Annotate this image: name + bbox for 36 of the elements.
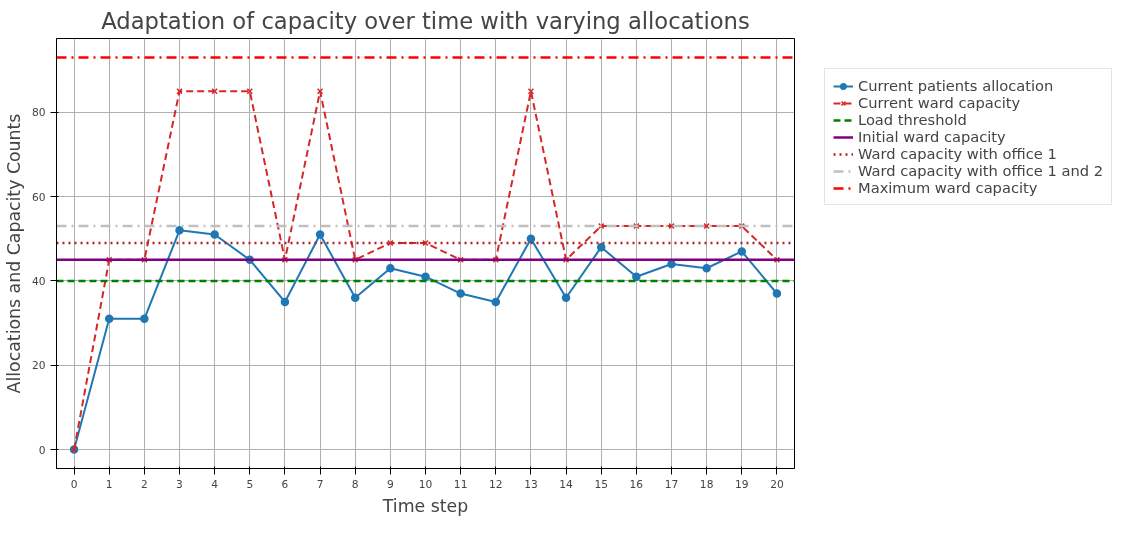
x-tick-label: 16 (629, 477, 644, 491)
x-tick-label: 14 (559, 477, 574, 491)
x-tick-label: 13 (524, 477, 538, 491)
legend-label: Current ward capacity (858, 94, 1021, 111)
legend-label: Load threshold (858, 111, 967, 128)
x-tick-label: 11 (453, 477, 468, 491)
x-tick-label: 6 (281, 477, 289, 491)
x-tick-label: 18 (699, 477, 714, 491)
x-tick-label: 7 (316, 477, 324, 491)
x-tick-label: 9 (386, 477, 394, 491)
x-tick-label: 15 (594, 477, 608, 491)
y-tick-label: 60 (31, 190, 46, 204)
x-tick-label: 4 (211, 477, 219, 491)
y-axis-title: Allocations and Capacity Counts (3, 113, 24, 394)
x-tick-label: 10 (418, 477, 433, 491)
y-tick-label: 40 (31, 274, 46, 288)
x-tick-label: 17 (664, 477, 679, 491)
x-tick-label: 3 (176, 477, 183, 491)
x-tick-label: 2 (140, 477, 148, 491)
x-tick-label: 1 (105, 477, 113, 491)
legend-label: Current patients allocation (858, 77, 1054, 94)
x-tick-label: 20 (770, 477, 784, 491)
x-tick-label: 0 (70, 477, 78, 491)
x-tick-label: 5 (246, 477, 254, 491)
legend-label: Ward capacity with office 1 (858, 145, 1057, 162)
x-tick-label: 19 (735, 477, 749, 491)
legend-label: Maximum ward capacity (858, 179, 1038, 196)
x-axis-title: Time step (381, 495, 469, 516)
chart-title: Adaptation of capacity over time with varying allocations (101, 7, 750, 34)
x-tick-label: 8 (351, 477, 359, 491)
y-tick-label: 0 (38, 443, 46, 457)
y-tick-label: 80 (31, 106, 46, 120)
legend-label: Initial ward capacity (858, 128, 1006, 145)
x-tick-label: 12 (489, 477, 503, 491)
y-tick-label: 20 (31, 359, 46, 373)
legend-label: Ward capacity with office 1 and 2 (858, 162, 1103, 179)
